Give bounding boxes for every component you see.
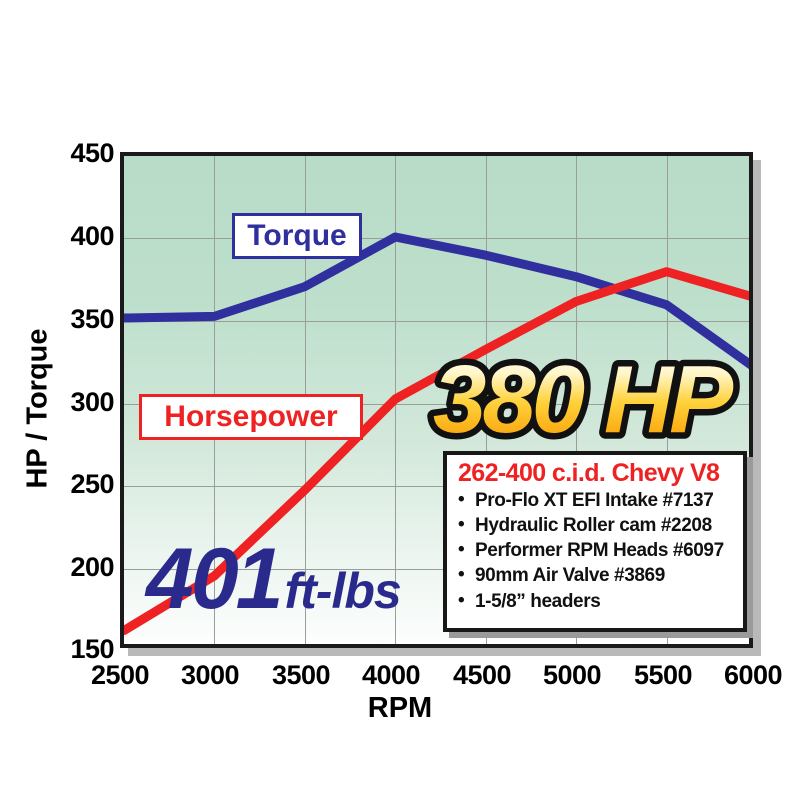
horsepower-legend-tag: Horsepower xyxy=(139,394,363,440)
horsepower-legend-label: Horsepower xyxy=(164,400,338,433)
curve-layer xyxy=(124,232,749,635)
peak-torque-unit: ft-lbs xyxy=(284,563,402,619)
y-axis-ticks: 450 400 350 300 250 200 150 xyxy=(18,0,114,800)
x-tick-label: 5000 xyxy=(542,660,602,690)
gridline-horizontal xyxy=(124,321,749,322)
y-tick-label: 300 xyxy=(70,387,114,417)
gridline-vertical xyxy=(667,156,668,644)
gridline-horizontal xyxy=(124,569,749,570)
spec-item: Hydraulic Roller cam #2208 xyxy=(458,512,734,538)
y-tick-label: 400 xyxy=(70,221,114,251)
x-tick-label: 6000 xyxy=(723,660,783,690)
spec-item-list: Pro-Flo XT EFI Intake #7137 Hydraulic Ro… xyxy=(458,487,734,614)
x-tick-label: 2500 xyxy=(90,660,150,690)
x-tick-label: 3500 xyxy=(271,660,331,690)
x-axis-title: RPM xyxy=(367,692,433,724)
peak-hp-fill: 380 HP xyxy=(433,346,734,453)
gridline-vertical xyxy=(576,156,577,644)
y-tick-label: 200 xyxy=(70,552,114,582)
gridline-vertical xyxy=(486,156,487,644)
x-tick-label: 4500 xyxy=(452,660,512,690)
torque-legend-tag: Torque xyxy=(232,213,362,259)
x-tick-label: 4000 xyxy=(361,660,421,690)
peak-hp-callout: 380 HP 380 HP xyxy=(427,346,745,454)
x-tick-label: 3000 xyxy=(180,660,240,690)
gridline-horizontal xyxy=(124,238,749,239)
peak-torque-value: 401 xyxy=(146,531,283,627)
peak-hp-graphic: 380 HP 380 HP xyxy=(427,346,745,454)
torque-legend-label: Torque xyxy=(247,219,347,252)
spec-item: Performer RPM Heads #6097 xyxy=(458,537,734,563)
spec-item: 1-5/8” headers xyxy=(458,588,734,614)
peak-torque-callout: 401ft-lbs xyxy=(146,536,402,622)
y-tick-label: 150 xyxy=(70,634,114,664)
gridline-horizontal xyxy=(124,404,749,405)
spec-box-title: 262-400 c.i.d. Chevy V8 xyxy=(458,459,720,487)
peak-hp-outline: 380 HP xyxy=(433,346,734,453)
y-tick-label: 350 xyxy=(70,304,114,334)
spec-item: 90mm Air Valve #3869 xyxy=(458,562,734,588)
gridline-horizontal xyxy=(124,486,749,487)
spec-item: Pro-Flo XT EFI Intake #7137 xyxy=(458,487,734,513)
y-tick-label: 450 xyxy=(70,138,114,168)
torque-curve xyxy=(124,232,749,370)
engine-spec-box: 262-400 c.i.d. Chevy V8 Pro-Flo XT EFI I… xyxy=(443,451,747,632)
y-tick-label: 250 xyxy=(70,469,114,499)
x-tick-label: 5500 xyxy=(633,660,693,690)
horsepower-curve xyxy=(124,267,749,635)
